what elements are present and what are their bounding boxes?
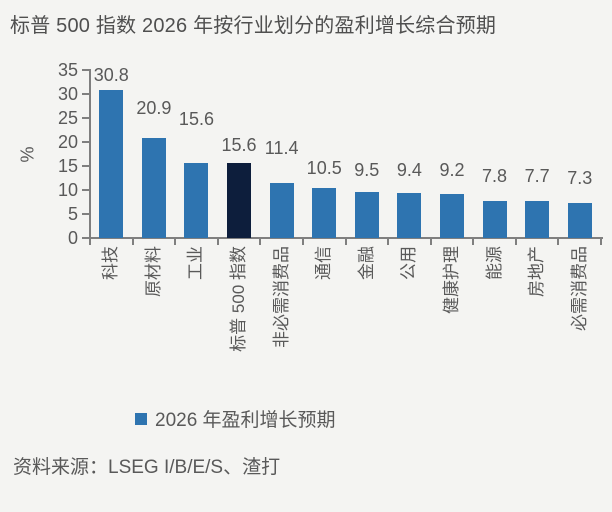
y-tick-label: 20: [57, 132, 78, 152]
y-tick-label: 30: [57, 84, 78, 104]
x-tick-mark: [514, 238, 517, 245]
y-tick-mark: [82, 213, 90, 215]
bar-value-label: 20.9: [136, 97, 172, 118]
x-category-label-text: 工业: [186, 246, 206, 280]
x-category-label-text: 通信: [314, 246, 334, 280]
x-category-label-text: 必需消费品: [569, 246, 589, 331]
bar-9: [439, 193, 464, 238]
x-category-label: 工业: [186, 246, 220, 280]
bar-value-label: 9.2: [439, 159, 465, 180]
x-category-label: 金融: [357, 246, 391, 280]
bar-value-label: 15.6: [178, 109, 214, 130]
x-axis-line: [82, 237, 603, 239]
x-tick-mark: [174, 238, 177, 245]
bar-6: [312, 187, 337, 238]
x-tick-mark: [472, 238, 475, 245]
bar-value-label: 9.5: [354, 160, 380, 181]
bar-value-label: 15.6: [221, 135, 257, 156]
x-tick-mark: [216, 238, 219, 245]
y-tick-mark: [82, 69, 90, 71]
source-note: 资料来源：LSEG I/B/E/S、渣打: [13, 457, 281, 478]
x-category-label-text: 原材料: [143, 246, 163, 297]
x-category-label: 必需消费品: [570, 246, 612, 331]
y-axis-line: [89, 69, 91, 239]
bar-4: [227, 163, 252, 238]
y-tick-mark: [82, 189, 90, 191]
chart-title: 标普 500 指数 2026 年按行业划分的盈利增长综合预期: [10, 15, 497, 37]
y-tick-mark: [82, 165, 90, 167]
x-tick-mark: [387, 238, 390, 245]
bar-11: [525, 201, 550, 238]
x-category-label: 公用: [399, 246, 433, 280]
bar-8: [397, 192, 422, 238]
x-tick-mark: [600, 238, 602, 245]
legend-label: 2026 年盈利增长预期: [155, 410, 336, 431]
y-tick-label: 5: [67, 204, 78, 224]
x-tick-mark: [259, 238, 262, 245]
x-category-label-text: 能源: [484, 246, 504, 280]
x-tick-mark: [301, 238, 304, 245]
x-category-label-text: 科技: [101, 246, 121, 280]
bar-value-label: 30.8: [93, 65, 129, 86]
bar-value-label: 7.7: [524, 166, 550, 187]
x-tick-mark: [557, 238, 560, 245]
y-tick-label: 0: [67, 228, 78, 248]
x-category-label-text: 公用: [399, 246, 419, 280]
y-tick-label: 25: [57, 108, 78, 128]
y-tick-mark: [82, 141, 90, 143]
x-tick-mark: [344, 238, 347, 245]
x-category-label: 通信: [314, 246, 348, 280]
y-tick-label: 15: [57, 156, 78, 176]
y-tick-mark: [82, 93, 90, 95]
x-tick-mark: [89, 238, 91, 245]
x-tick-mark: [131, 238, 134, 245]
bar-10: [482, 200, 507, 238]
bar-value-label: 9.4: [396, 159, 422, 180]
x-category-label: 科技: [101, 246, 135, 280]
y-tick-mark: [82, 237, 90, 239]
bar-value-label: 10.5: [306, 157, 342, 178]
bar-2: [141, 137, 166, 238]
bar-value-label: 7.3: [567, 167, 593, 188]
bar-value-label: 7.8: [482, 165, 508, 186]
bar-3: [184, 163, 209, 238]
legend-swatch: [135, 412, 147, 425]
x-tick-mark: [429, 238, 432, 245]
x-category-label-text: 房地产: [527, 246, 547, 297]
x-category-label: 能源: [485, 246, 519, 280]
bar-5: [269, 183, 294, 238]
x-category-label-text: 健康护理: [441, 246, 461, 314]
bar-value-label: 11.4: [264, 138, 299, 159]
x-category-label-text: 金融: [356, 246, 376, 280]
y-tick-label: 35: [57, 60, 78, 80]
bar-1: [99, 90, 124, 238]
x-category-label-text: 标普 500 指数: [229, 246, 249, 352]
bar-7: [354, 192, 379, 238]
y-tick-label: 10: [57, 180, 78, 200]
y-tick-mark: [82, 117, 90, 119]
x-category-label-text: 非必需消费品: [271, 246, 291, 348]
bar-12: [567, 202, 592, 238]
chart-legend: 2026 年盈利增长预期: [135, 405, 336, 432]
